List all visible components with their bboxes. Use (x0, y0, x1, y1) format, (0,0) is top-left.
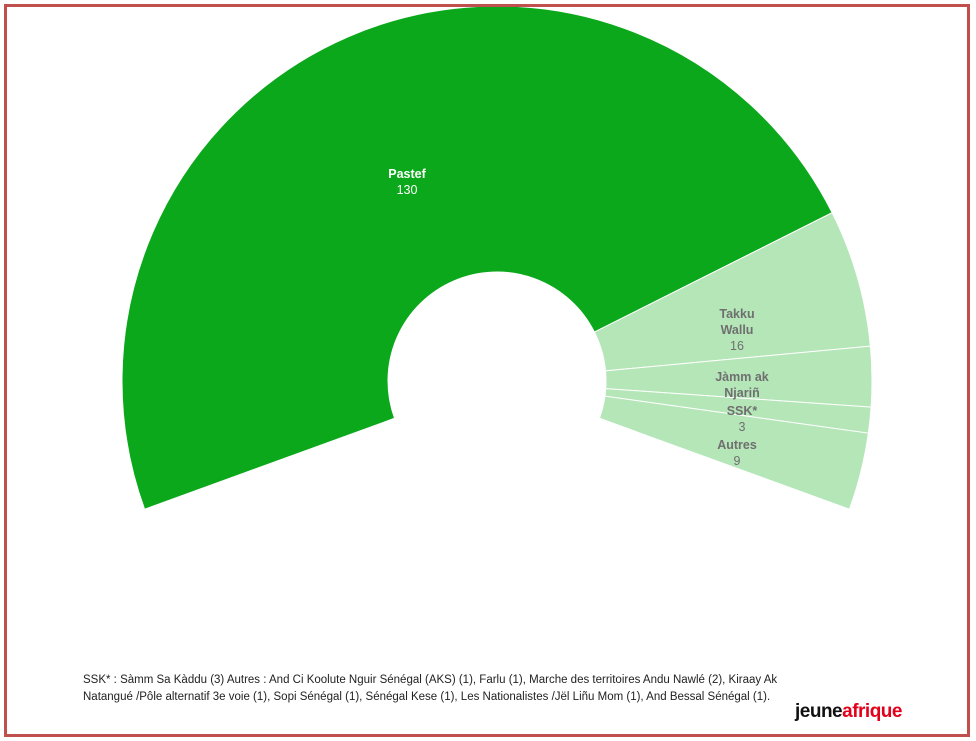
logo-part-afrique: afrique (842, 701, 902, 722)
label-value-pastef: 130 (397, 183, 418, 197)
label-name-pastef: Pastef (388, 167, 426, 181)
label-pastef: Pastef 130 (388, 167, 426, 197)
label-takku-wallu: Takku Wallu 16 (719, 307, 754, 353)
label-name-takku-wallu: Takku (719, 307, 754, 321)
label-name-ssk: SSK* (727, 404, 758, 418)
label-name-takku-wallu: Wallu (721, 323, 754, 337)
logo-part-jeune: jeune (795, 701, 843, 722)
label-value-autres: 9 (734, 454, 741, 468)
label-name-autres: Autres (717, 438, 757, 452)
jeune-afrique-logo: jeuneafrique (795, 701, 902, 723)
footnote: SSK* : Sàmm Sa Kàddu (3) Autres : And Ci… (83, 674, 778, 703)
chart-frame: Pastef 130 Takku Wallu 16 Jàmm ak Njariñ SSK* 3 A… (4, 4, 970, 737)
parliament-chart: Pastef 130 Takku Wallu 16 Jàmm ak Njariñ SSK* 3 A… (121, 7, 873, 510)
label-name-jamm-ak-njarin: Njariñ (724, 386, 759, 400)
label-value-ssk: 3 (739, 420, 746, 434)
slice-pastef (121, 7, 833, 510)
label-jamm-ak-njarin: Jàmm ak Njariñ (715, 370, 769, 400)
label-name-jamm-ak-njarin: Jàmm ak (715, 370, 769, 384)
label-autres: Autres 9 (717, 438, 757, 468)
label-ssk: SSK* 3 (727, 404, 758, 434)
slice-autres (598, 395, 869, 510)
label-value-takku-wallu: 16 (730, 339, 744, 353)
